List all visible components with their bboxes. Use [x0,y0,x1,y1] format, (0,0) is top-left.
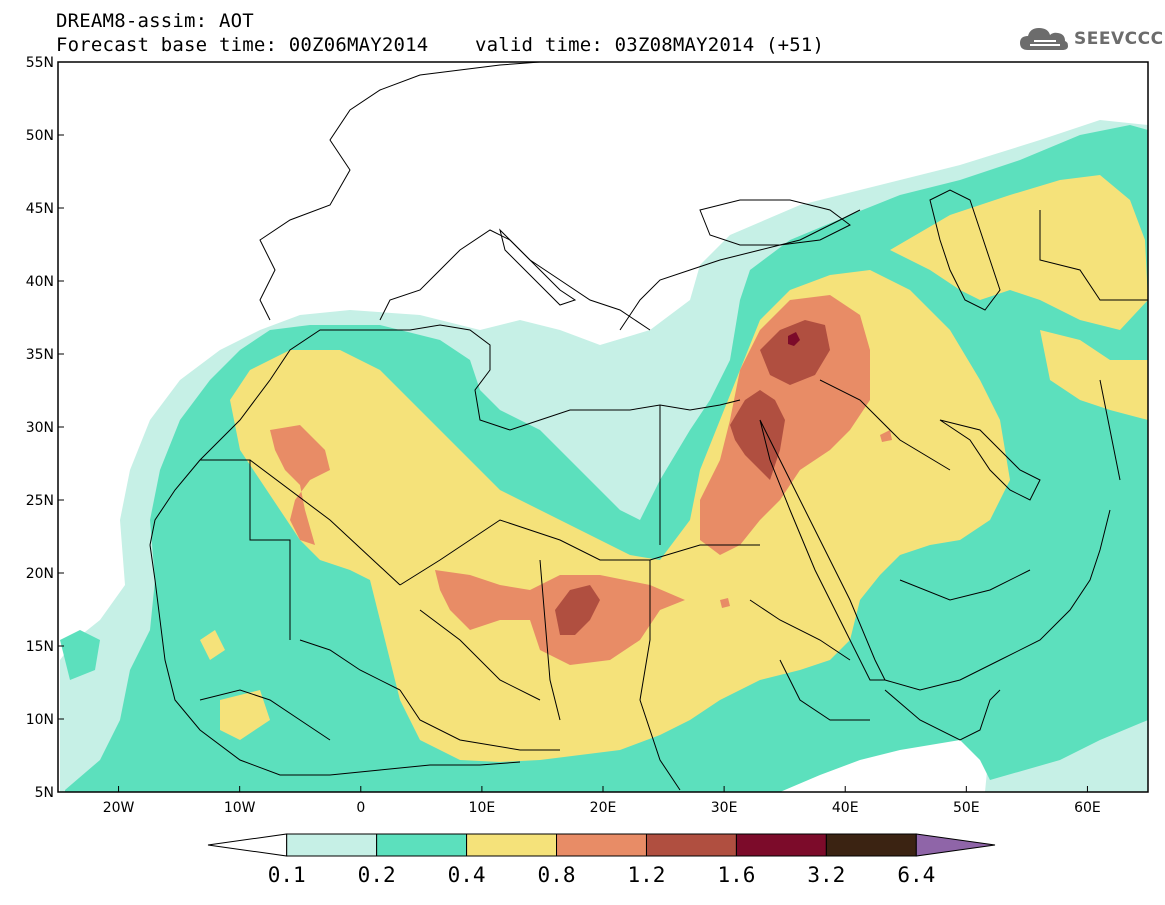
aot-contour-1.2 [555,320,830,635]
colorbar-level-label: 0.4 [448,863,486,887]
coastlines-and-borders [149,62,1148,791]
lat-tick-label: 10N [26,712,54,728]
colorbar-level-label: 0.1 [268,863,306,887]
lat-tick-label: 15N [26,639,54,655]
colorbar-upper-arrow [915,833,996,857]
lat-tick-label: 20N [26,566,54,582]
map-plot-area [58,62,1148,792]
logo-text: SEEVCCC [1074,29,1164,49]
map-title: DREAM8-assim: AOT [56,10,254,32]
lat-tick-label: 45N [26,201,54,217]
lat-tick-label: 40N [26,274,54,290]
lat-tick-label: 55N [26,55,54,71]
lon-tick-label: 0 [356,800,365,816]
cloud-icon [1020,28,1068,50]
colorbar-lower-arrow [207,833,288,857]
colorbar-level-label: 1.2 [628,863,666,887]
colorbar-level-label: 0.8 [538,863,576,887]
longitude-axis: 20W 10W 0 10E 20E 30E 40E 50E 60E [103,786,1101,816]
colorbar-level-label: 3.2 [807,863,845,887]
lon-tick-label: 50E [953,800,980,816]
aot-contour-1.6 [788,332,800,346]
lat-tick-label: 30N [26,420,54,436]
colorbar-segment [735,833,827,857]
lat-tick-label: 50N [26,128,54,144]
lon-tick-label: 60E [1074,800,1101,816]
lon-tick-label: 20E [590,800,617,816]
aot-colorbar: 0.1 0.2 0.4 0.8 1.2 1.6 3.2 6.4 [207,833,996,887]
lat-tick-label: 5N [35,785,54,801]
lat-tick-label: 25N [26,493,54,509]
colorbar-segment [286,833,378,857]
colorbar-segment [466,833,558,857]
colorbar-segment [825,833,917,857]
colorbar-segment [376,833,468,857]
lat-tick-label: 35N [26,347,54,363]
colorbar-segment [645,833,737,857]
latitude-axis: 55N 50N 45N 40N 35N 30N 25N 20N 15N 10N 5N [26,55,64,801]
lon-tick-label: 40E [832,800,859,816]
colorbar-level-label: 6.4 [897,863,935,887]
lon-tick-label: 30E [711,800,738,816]
colorbar-level-label: 0.2 [358,863,396,887]
forecast-time-subtitle: Forecast base time: 00Z06MAY2014 valid t… [56,34,825,56]
lon-tick-label: 10W [224,800,256,816]
lon-tick-label: 20W [103,800,135,816]
colorbar-segment [556,833,647,857]
colorbar-level-label: 1.6 [717,863,755,887]
lon-tick-label: 10E [469,800,496,816]
seevccc-logo: SEEVCCC [1018,24,1164,54]
